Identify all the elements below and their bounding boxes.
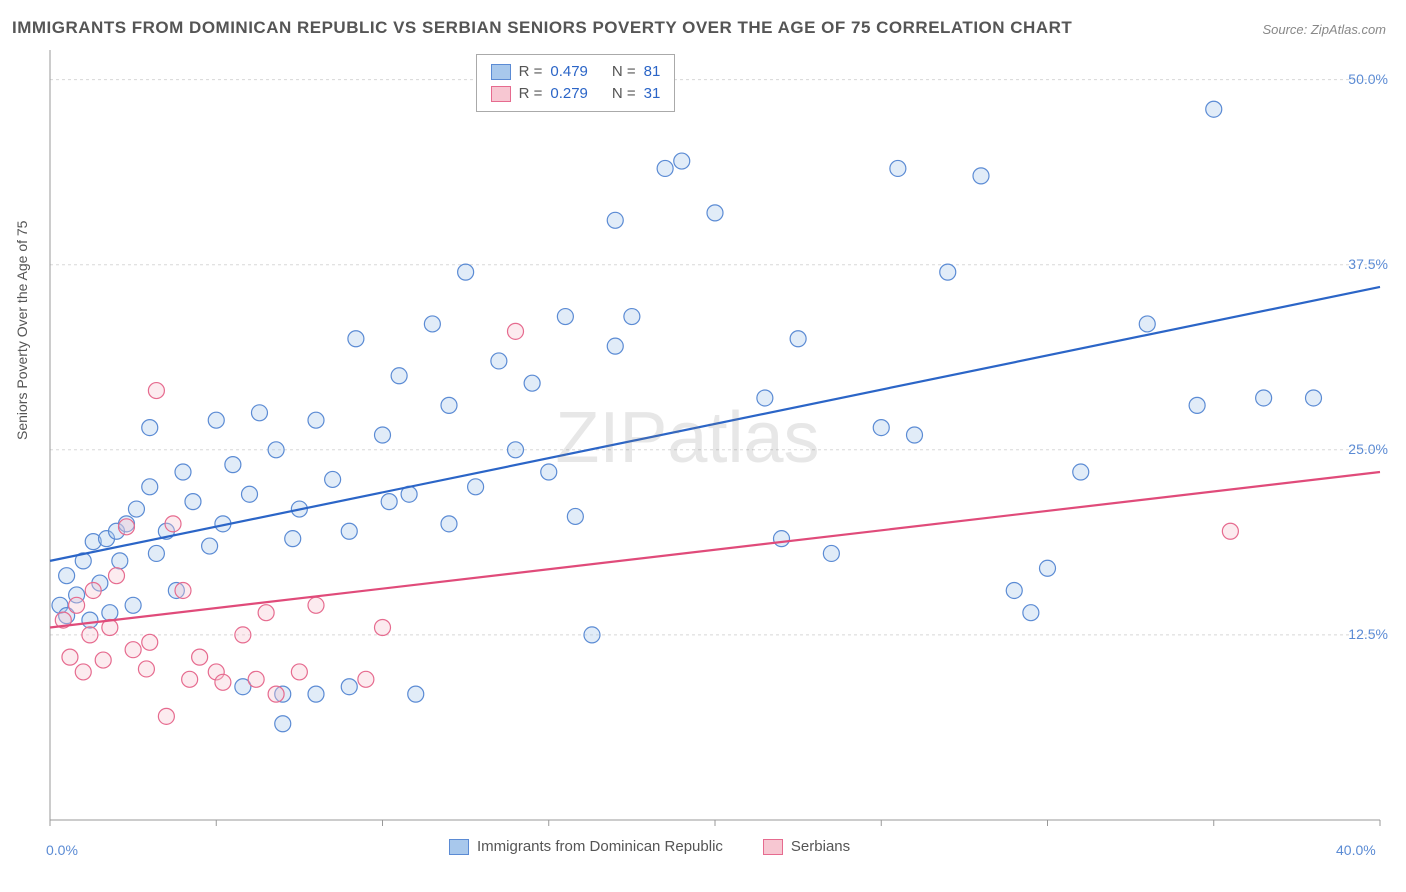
- legend-n-label: N =: [612, 83, 636, 105]
- legend-bottom-label: Immigrants from Dominican Republic: [477, 838, 723, 855]
- legend-top-row: R = 0.479 N = 81: [491, 61, 661, 83]
- legend-bottom-label: Serbians: [791, 838, 850, 855]
- legend-bottom-item: Immigrants from Dominican Republic: [449, 838, 723, 855]
- y-tick-label: 25.0%: [1348, 441, 1388, 457]
- legend-swatch: [491, 86, 511, 102]
- legend-bottom-item: Serbians: [763, 838, 850, 855]
- x-tick-min: 0.0%: [46, 842, 78, 858]
- legend-top-row: R = 0.279 N = 31: [491, 83, 661, 105]
- plot-svg: [0, 0, 1406, 892]
- legend-n-value: 31: [644, 83, 661, 105]
- y-tick-label: 12.5%: [1348, 626, 1388, 642]
- legend-n-value: 81: [644, 61, 661, 83]
- legend-r-label: R =: [519, 83, 543, 105]
- legend-swatch: [491, 64, 511, 80]
- legend-swatch: [449, 839, 469, 855]
- y-tick-label: 50.0%: [1348, 71, 1388, 87]
- legend-r-label: R =: [519, 61, 543, 83]
- correlation-chart: IMMIGRANTS FROM DOMINICAN REPUBLIC VS SE…: [0, 0, 1406, 892]
- legend-n-label: N =: [612, 61, 636, 83]
- legend-r-value: 0.479: [550, 61, 588, 83]
- x-tick-max: 40.0%: [1336, 842, 1376, 858]
- legend-top: R = 0.479 N = 81 R = 0.279 N = 31: [476, 54, 676, 112]
- y-tick-label: 37.5%: [1348, 256, 1388, 272]
- legend-bottom: Immigrants from Dominican Republic Serbia…: [449, 838, 850, 855]
- legend-swatch: [763, 839, 783, 855]
- legend-r-value: 0.279: [550, 83, 588, 105]
